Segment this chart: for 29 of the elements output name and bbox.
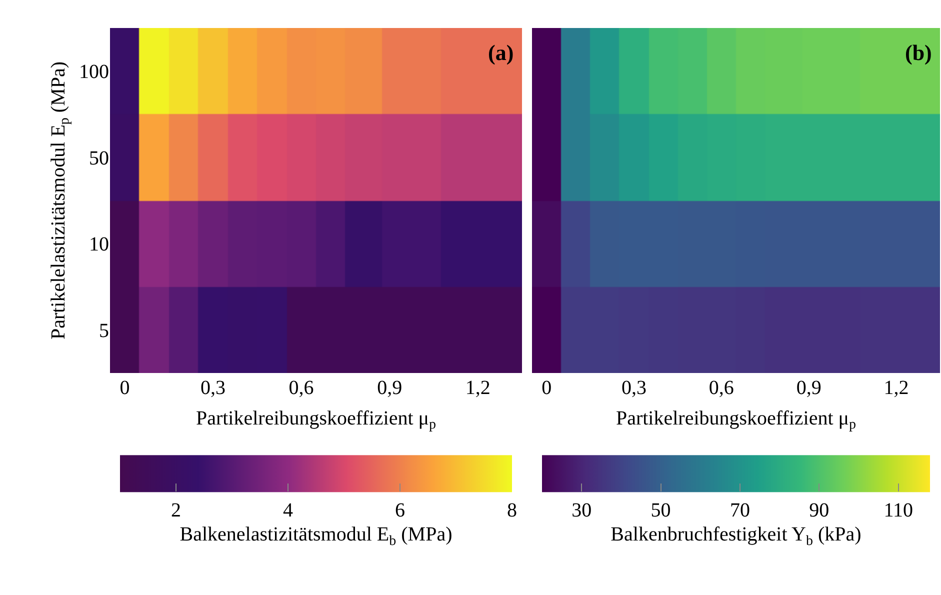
color-bar-label: 90 [809,500,830,522]
annotation: (a) [488,40,514,65]
color-bar-label: 6 [395,500,405,522]
color-bar-label: 50 [650,500,671,522]
y-tick-label: 5 [99,320,109,342]
x-tick-label: 0,3 [622,377,646,399]
annotation: (b) [905,40,932,65]
x-tick-label: 0,3 [200,377,226,399]
x-tick-label: 1,2 [884,377,909,399]
x-tick-label: 0,9 [796,377,822,399]
color-bar-label: 70 [730,500,750,522]
y-tick-label: 100 [79,61,109,84]
x-axis-title: Partikelreibungskoeffizient μ$_{p}$ [616,408,856,433]
x-tick-label: 1,2 [465,377,490,399]
x-tick-label: 0 [120,377,130,399]
x-tick-label: 0 [542,377,552,399]
color-bar-label: 110 [884,500,913,522]
color-bar-title: Balkenbruchfestigkeit Y$_{b}$ (kPa) [610,524,862,549]
y-tick-label: 50 [89,147,109,170]
color-bar-label: 2 [171,500,181,522]
color-bar-label: 4 [283,500,293,522]
x-tick-label: 0,6 [708,377,734,399]
color-bar-title: Balkenelastizitätsmodul E$_{b}$ (MPa) [180,524,452,549]
x-tick-label: 0,6 [288,377,314,399]
y-tick-label: 10 [89,234,109,256]
color-bar-label: 8 [507,500,517,522]
x-axis-title: Partikelreibungskoeffizient μ$_{p}$ [196,408,436,433]
color-bar-label: 30 [572,500,592,522]
x-tick-label: 0,9 [377,377,402,399]
